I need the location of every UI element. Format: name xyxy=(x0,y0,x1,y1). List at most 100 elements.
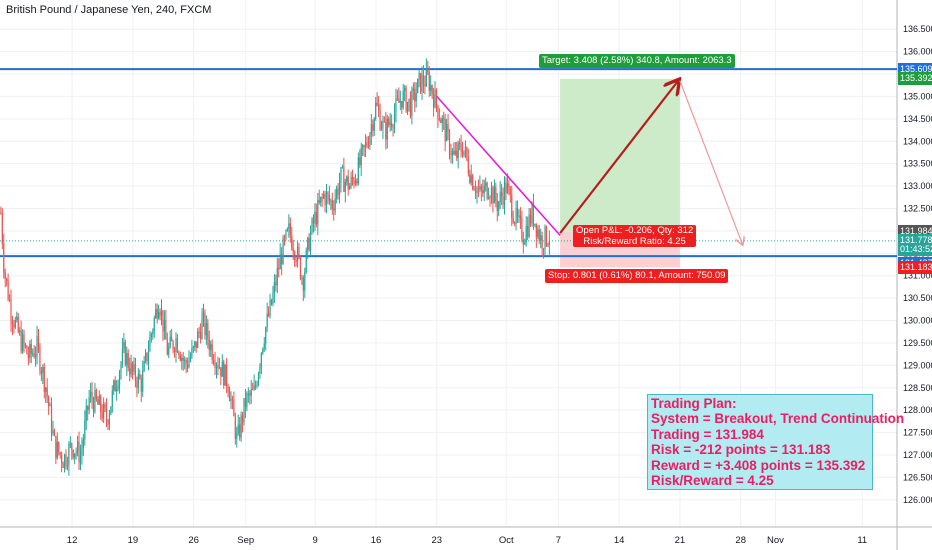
descending-trendline[interactable] xyxy=(436,95,561,236)
candle-body xyxy=(535,223,537,237)
candle-body xyxy=(337,188,339,196)
candle-body xyxy=(32,353,34,355)
x-tick-label: 9 xyxy=(313,535,318,546)
candle-body xyxy=(266,313,268,328)
x-tick-label: Nov xyxy=(767,535,784,546)
candle-body xyxy=(412,88,414,91)
candle-body xyxy=(97,399,99,405)
candle-body xyxy=(298,246,300,257)
candle-body xyxy=(375,102,377,119)
candle-body xyxy=(247,393,249,395)
y-tick-label: 128.000 xyxy=(903,405,932,415)
candle-body xyxy=(443,118,445,120)
candle-body xyxy=(240,415,242,438)
candle-body xyxy=(289,223,291,236)
candle-body xyxy=(211,344,213,360)
x-tick-label: 23 xyxy=(431,535,442,546)
candle-body xyxy=(181,357,183,361)
candle-body xyxy=(350,177,352,187)
candle-body xyxy=(194,341,196,347)
candle-body xyxy=(366,142,368,146)
candle-body xyxy=(107,420,109,425)
candle-body xyxy=(3,243,5,272)
candle-body xyxy=(541,235,543,249)
candle-body xyxy=(328,194,330,201)
candle-body xyxy=(301,277,303,279)
candle-body xyxy=(317,200,319,225)
candle-body xyxy=(45,387,47,392)
candle-body xyxy=(260,353,262,367)
candle-body xyxy=(4,271,6,279)
y-tick-label: 131.000 xyxy=(903,271,932,281)
candle-body xyxy=(149,337,151,352)
candle-body xyxy=(259,366,261,374)
candle-body xyxy=(201,316,203,339)
candle-body xyxy=(155,308,157,318)
candle-body xyxy=(53,430,56,436)
candle-body xyxy=(379,110,381,130)
candle-body xyxy=(512,217,514,223)
candle-body xyxy=(72,449,74,458)
candle-body xyxy=(369,134,371,147)
stop-label[interactable]: Stop: 0.801 (0.61%) 80.1, Amount: 750.09 xyxy=(545,269,729,283)
candle-body xyxy=(408,98,410,102)
candle-body xyxy=(525,225,527,242)
candle-body xyxy=(450,153,452,156)
candle-body xyxy=(56,441,58,459)
trading-plan-risk: Risk = -212 points = 131.183 xyxy=(651,442,831,458)
candle-body xyxy=(382,121,384,129)
candle-body xyxy=(354,180,357,185)
candle-body xyxy=(527,225,529,237)
x-tick-label: Sep xyxy=(237,535,254,546)
candle-body xyxy=(542,248,545,250)
candle-body xyxy=(498,201,500,212)
candle-body xyxy=(434,90,436,108)
candle-body xyxy=(307,237,309,250)
candle-body xyxy=(545,226,548,245)
candle-body xyxy=(98,396,100,405)
candle-body xyxy=(46,387,48,397)
candle-body xyxy=(237,424,239,434)
candle-body xyxy=(330,200,332,202)
open-pnl-label[interactable]: Open P&L: -0.206, Qty: 312 Risk/Reward R… xyxy=(573,225,697,247)
candle-body xyxy=(30,343,32,354)
candle-body xyxy=(215,364,218,369)
candle-body xyxy=(87,405,89,410)
target-label[interactable]: Target: 3.408 (2.58%) 340.8, Amount: 206… xyxy=(539,54,735,68)
candle-body xyxy=(323,194,325,198)
candle-body xyxy=(343,166,345,192)
candle-body xyxy=(81,448,83,455)
candle-body xyxy=(508,183,510,189)
candle-body xyxy=(430,85,432,91)
y-tick-label: 130.000 xyxy=(903,316,932,326)
candle-body xyxy=(269,299,271,316)
projection-arrow-up[interactable] xyxy=(559,81,678,234)
candle-body xyxy=(65,454,67,466)
candle-body xyxy=(344,182,346,192)
candle-body xyxy=(299,256,302,279)
candle-body xyxy=(182,357,184,361)
candle-body xyxy=(254,385,257,387)
candle-body xyxy=(159,311,161,316)
candle-body xyxy=(79,454,82,463)
trading-plan-note[interactable]: Trading Plan: System = Breakout, Trend C… xyxy=(647,394,904,490)
candle-body xyxy=(191,347,193,357)
projection-arrow-down[interactable] xyxy=(679,80,743,245)
candle-body xyxy=(20,330,22,352)
candle-body xyxy=(308,237,310,251)
candle-body xyxy=(50,405,53,434)
candle-body xyxy=(16,316,18,320)
candle-body xyxy=(383,121,385,123)
candle-body xyxy=(6,278,8,281)
candle-body xyxy=(168,346,170,355)
candle-body xyxy=(92,400,95,412)
y-tick-label: 132.500 xyxy=(903,203,932,213)
candle-body xyxy=(531,203,533,224)
candle-body xyxy=(529,214,532,224)
candle-body xyxy=(78,441,80,463)
candle-body xyxy=(295,260,297,262)
candle-body xyxy=(288,223,290,229)
candle-body xyxy=(76,441,79,452)
